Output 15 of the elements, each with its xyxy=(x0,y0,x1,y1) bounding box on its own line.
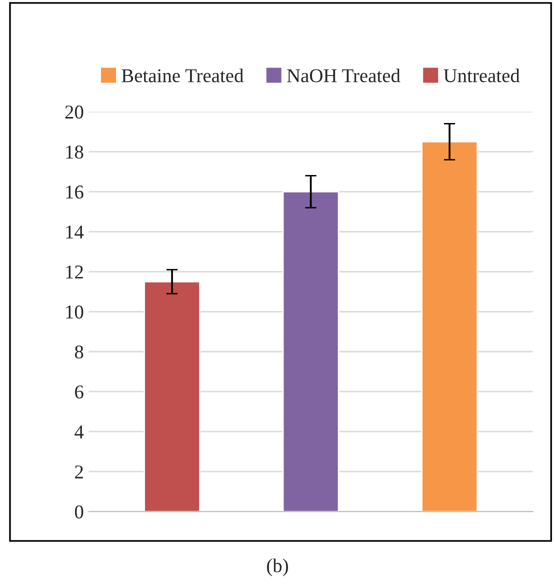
legend-label: NaOH Treated xyxy=(287,68,400,82)
y-tick-label: 10 xyxy=(66,305,84,319)
y-tick-label: 6 xyxy=(75,385,84,399)
y-tick-label: 2 xyxy=(75,465,83,478)
y-tick-label: 12 xyxy=(66,266,83,278)
y-tick-label: 8 xyxy=(74,345,84,359)
legend-label: Betaine Treated xyxy=(122,68,244,82)
y-tick-label: 20 xyxy=(65,106,84,119)
y-tick-label: 18 xyxy=(66,146,84,159)
text: (b) xyxy=(267,558,288,576)
y-tick-label: 14 xyxy=(66,226,84,238)
y-tick-label: 0 xyxy=(74,505,84,518)
y-tick-label: 16 xyxy=(66,186,84,199)
legend-label: Untreated xyxy=(444,68,520,82)
y-tick-label: 4 xyxy=(74,426,84,438)
